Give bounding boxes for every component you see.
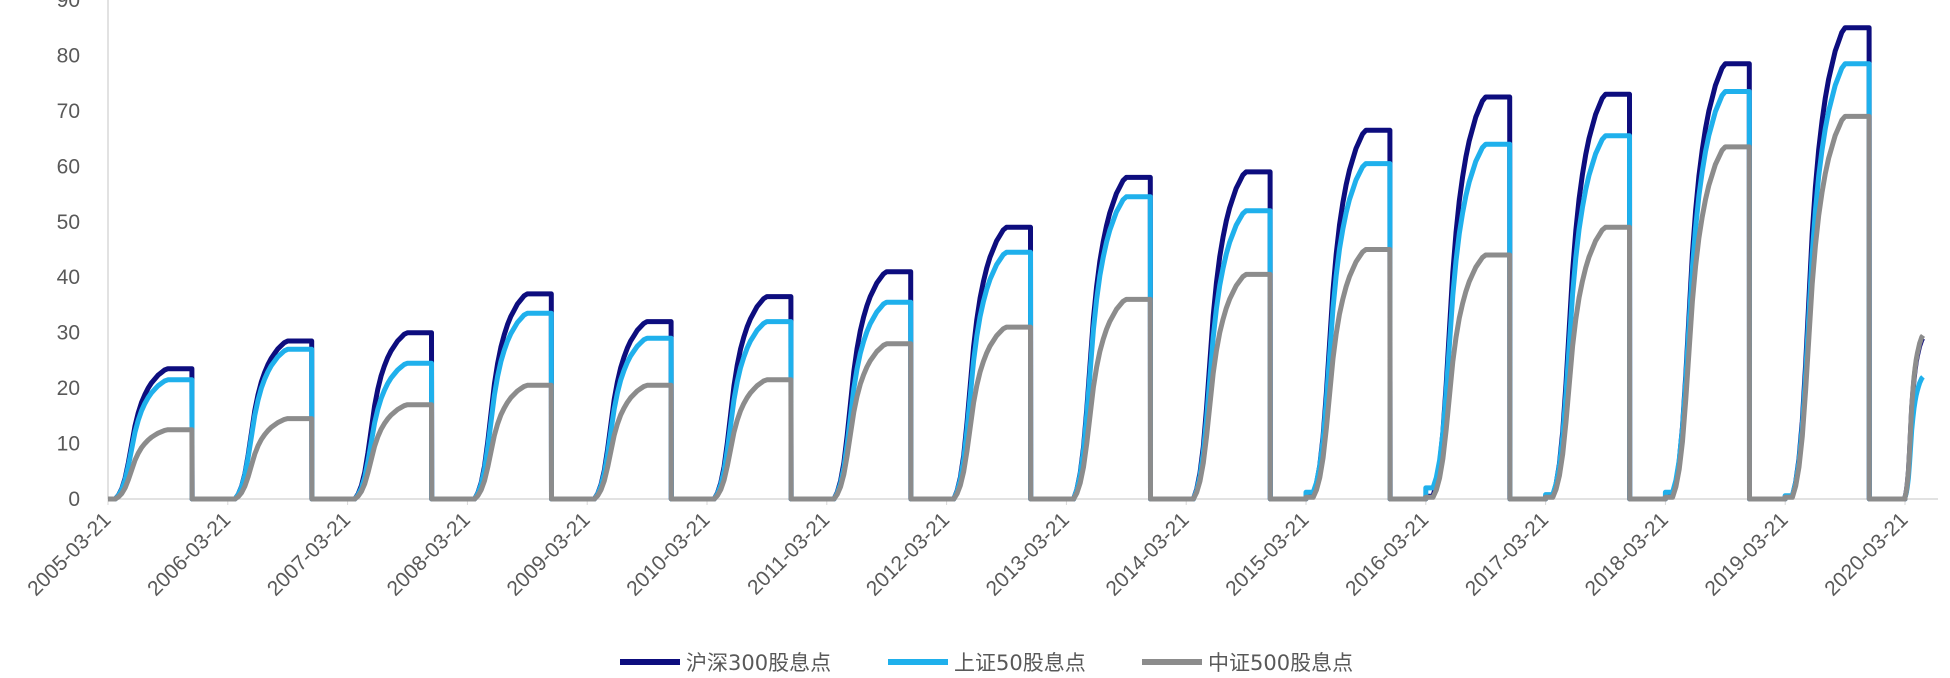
x-tick-label: 2018-03-21 xyxy=(1581,508,1673,600)
legend-label-2: 上证50股息点 xyxy=(954,651,1086,675)
x-tick-label: 2006-03-21 xyxy=(143,508,235,600)
y-tick-label: 90 xyxy=(57,0,80,12)
y-tick-label: 20 xyxy=(57,377,80,400)
x-tick-label: 2016-03-21 xyxy=(1341,508,1433,600)
y-axis: 0 10 20 30 40 50 60 70 80 90 xyxy=(57,0,109,511)
x-tick-label: 2017-03-21 xyxy=(1461,508,1553,600)
y-tick-label: 50 xyxy=(57,211,80,234)
y-tick-label: 30 xyxy=(57,322,80,345)
y-tick-label: 60 xyxy=(57,155,80,178)
x-tick-label: 2009-03-21 xyxy=(503,508,595,600)
x-tick-label: 2013-03-21 xyxy=(982,508,1074,600)
x-tick-label: 2020-03-21 xyxy=(1820,508,1912,600)
series-line-3 xyxy=(108,113,1926,502)
y-tick-label: 0 xyxy=(68,488,80,511)
x-axis: 2005-03-21 2006-03-21 2007-03-21 2008-03-21… xyxy=(23,498,1938,600)
x-tick-label: 2019-03-21 xyxy=(1701,508,1793,600)
y-tick-label: 10 xyxy=(57,433,80,456)
y-tick-label: 70 xyxy=(57,100,80,123)
x-tick-label: 2015-03-21 xyxy=(1221,508,1313,600)
x-tick-label: 2011-03-21 xyxy=(743,508,834,599)
x-tick-label: 2007-03-21 xyxy=(263,508,355,600)
legend-label-1: 沪深300股息点 xyxy=(686,651,831,675)
series-lines xyxy=(108,25,1926,502)
x-tick-label: 2008-03-21 xyxy=(383,508,475,600)
legend-label-3: 中证500股息点 xyxy=(1208,651,1353,675)
x-tick-label: 2005-03-21 xyxy=(23,508,115,600)
y-tick-label: 80 xyxy=(57,44,80,67)
x-tick-label: 2010-03-21 xyxy=(622,508,714,600)
x-tick-label: 2014-03-21 xyxy=(1102,508,1194,600)
x-tick-label: 2012-03-21 xyxy=(862,508,954,600)
legend: 沪深300股息点 上证50股息点 中证500股息点 xyxy=(620,651,1353,675)
y-tick-label: 40 xyxy=(57,266,80,289)
